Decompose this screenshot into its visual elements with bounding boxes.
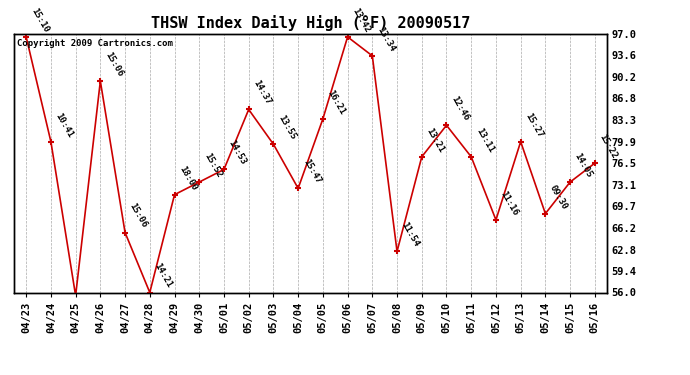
Text: 15:10: 15:10 bbox=[29, 6, 50, 34]
Text: 18:21: 18:21 bbox=[0, 374, 1, 375]
Text: 13:34: 13:34 bbox=[375, 25, 396, 53]
Text: 15:47: 15:47 bbox=[301, 158, 322, 186]
Text: 14:53: 14:53 bbox=[227, 139, 248, 166]
Text: 11:16: 11:16 bbox=[499, 189, 520, 217]
Text: 13:55: 13:55 bbox=[276, 114, 297, 141]
Text: 13:11: 13:11 bbox=[474, 126, 495, 154]
Text: 14:05: 14:05 bbox=[573, 152, 594, 179]
Text: 14:37: 14:37 bbox=[251, 79, 273, 107]
Text: 09:30: 09:30 bbox=[548, 183, 569, 211]
Text: 12:46: 12:46 bbox=[449, 95, 471, 123]
Text: 11:54: 11:54 bbox=[400, 221, 421, 249]
Text: 15:06: 15:06 bbox=[103, 51, 124, 78]
Text: 15:27: 15:27 bbox=[524, 111, 544, 139]
Text: 16:21: 16:21 bbox=[326, 88, 347, 116]
Text: 10:41: 10:41 bbox=[54, 111, 75, 139]
Text: 13:42: 13:42 bbox=[351, 6, 372, 34]
Text: 14:21: 14:21 bbox=[152, 262, 174, 290]
Text: Copyright 2009 Cartronics.com: Copyright 2009 Cartronics.com bbox=[17, 39, 172, 48]
Text: 15:06: 15:06 bbox=[128, 202, 149, 230]
Text: 15:52: 15:52 bbox=[202, 152, 224, 179]
Text: 15:22: 15:22 bbox=[598, 133, 619, 160]
Title: THSW Index Daily High (°F) 20090517: THSW Index Daily High (°F) 20090517 bbox=[151, 15, 470, 31]
Text: 18:00: 18:00 bbox=[177, 164, 199, 192]
Text: 13:21: 13:21 bbox=[424, 126, 446, 154]
